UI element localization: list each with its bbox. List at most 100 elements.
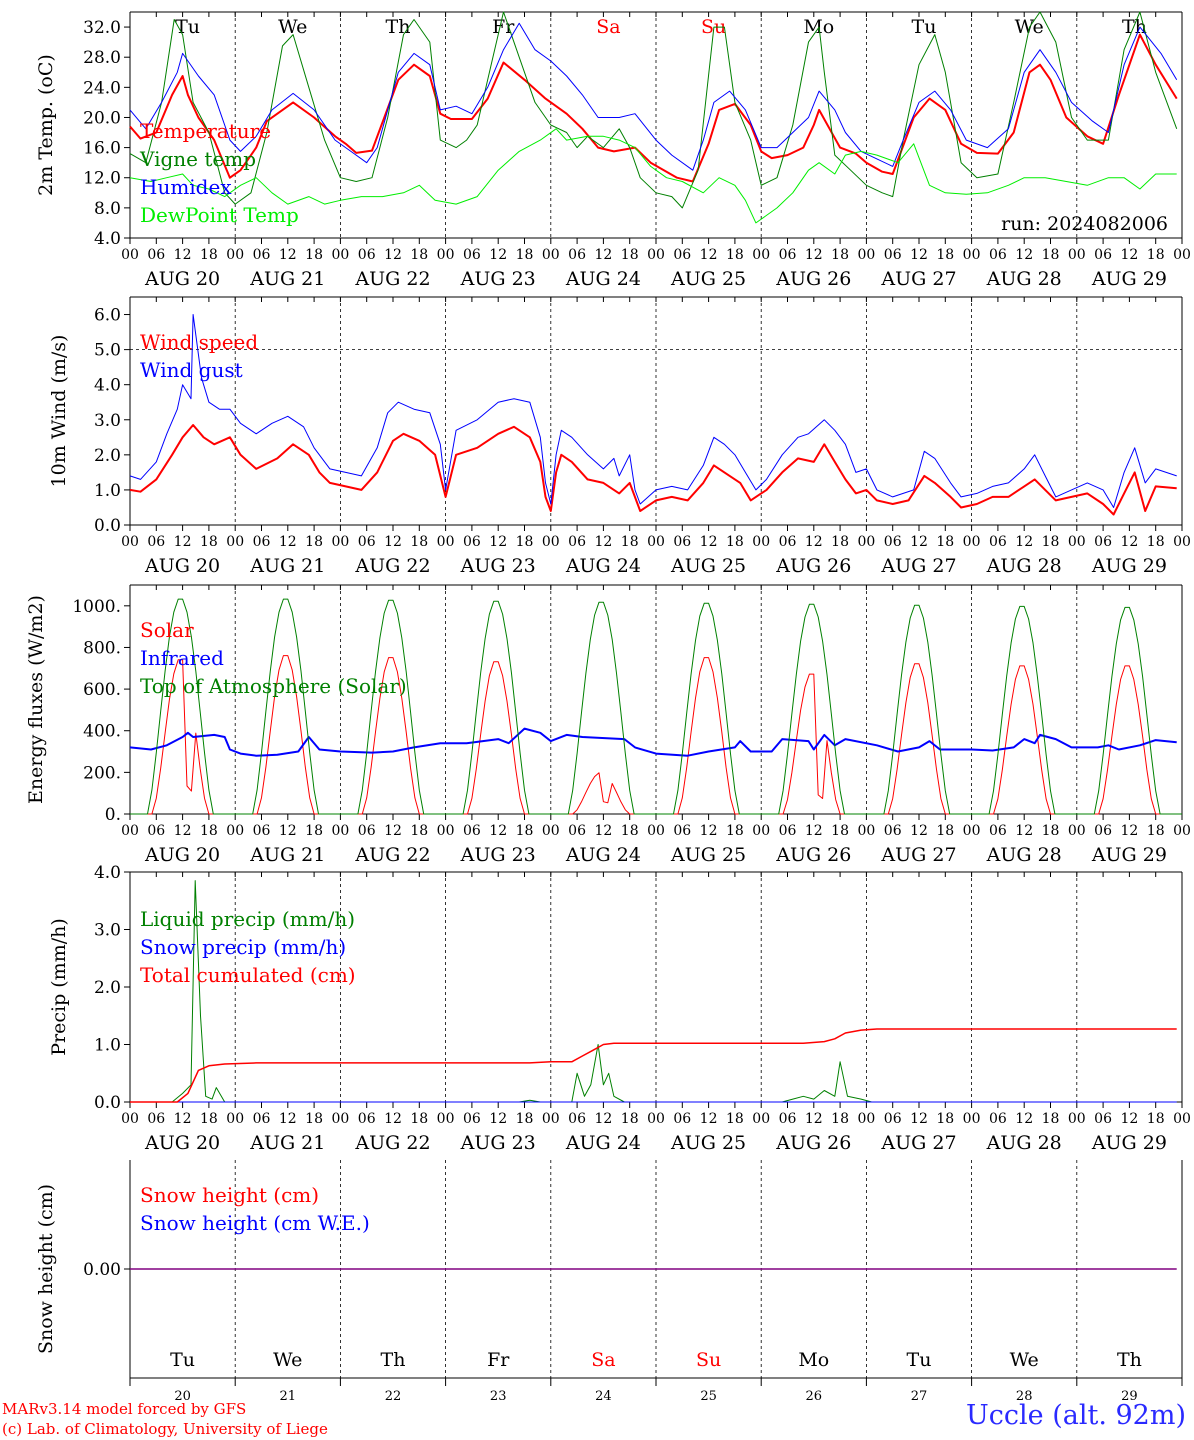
x-tick-label: 00 — [1173, 1111, 1191, 1127]
x-tick-label: 12 — [489, 823, 507, 839]
legend-entry: Humidex — [140, 175, 232, 199]
day-number-label: 28 — [1016, 1389, 1033, 1400]
legend-entry: Snow height (cm) — [140, 1183, 319, 1207]
x-tick-label: 00 — [437, 823, 455, 839]
y-axis-label: Snow height (cm) — [35, 1184, 57, 1354]
x-tick-label: 18 — [1147, 247, 1165, 263]
weekday-label: Tu — [912, 16, 937, 38]
x-tick-label: 06 — [463, 247, 481, 263]
x-tick-label: 00 — [857, 1111, 875, 1127]
x-tick-label: 12 — [279, 247, 297, 263]
x-tick-label: 06 — [989, 247, 1007, 263]
x-tick-label: 00 — [226, 823, 244, 839]
x-tick-label: 06 — [147, 534, 165, 550]
day-date-label: AUG 20 — [144, 268, 220, 290]
y-tick-label: 1.0 — [94, 481, 121, 501]
x-tick-label: 18 — [1147, 823, 1165, 839]
x-tick-label: 06 — [568, 247, 586, 263]
day-date-label: AUG 22 — [354, 844, 430, 866]
y-tick-label: 200. — [83, 763, 121, 783]
x-tick-label: 18 — [726, 1111, 744, 1127]
x-tick-label: 06 — [1094, 823, 1112, 839]
x-tick-label: 18 — [621, 534, 639, 550]
x-tick-label: 12 — [910, 1111, 928, 1127]
weekday-label: Mo — [798, 1349, 829, 1371]
x-tick-label: 12 — [700, 1111, 718, 1127]
x-tick-label: 00 — [857, 823, 875, 839]
x-tick-label: 00 — [1173, 247, 1191, 263]
day-date-label: AUG 24 — [565, 1132, 641, 1154]
y-axis-label: Precip (mm/h) — [48, 918, 70, 1056]
day-date-label: AUG 25 — [670, 268, 746, 290]
x-tick-label: 12 — [700, 534, 718, 550]
day-date-label: AUG 21 — [249, 844, 325, 866]
day-date-label: AUG 20 — [144, 555, 220, 577]
x-tick-label: 12 — [489, 247, 507, 263]
x-tick-label: 00 — [857, 247, 875, 263]
y-axis-label: Energy fluxes (W/m2) — [25, 595, 47, 804]
x-tick-label: 06 — [253, 534, 271, 550]
day-date-label: AUG 26 — [775, 844, 851, 866]
x-tick-label: 06 — [989, 1111, 1007, 1127]
day-date-label: AUG 29 — [1091, 268, 1167, 290]
y-tick-label: 20.0 — [83, 108, 121, 128]
day-date-label: AUG 20 — [144, 1132, 220, 1154]
x-tick-label: 18 — [305, 1111, 323, 1127]
day-date-label: AUG 29 — [1091, 1132, 1167, 1154]
weekday-label: Tu — [170, 1349, 195, 1371]
day-number-label: 23 — [490, 1389, 507, 1400]
x-tick-label: 00 — [226, 247, 244, 263]
x-tick-label: 00 — [752, 823, 770, 839]
x-tick-label: 18 — [621, 823, 639, 839]
x-tick-label: 12 — [279, 534, 297, 550]
day-date-label: AUG 20 — [144, 844, 220, 866]
y-tick-label: 0.00 — [83, 1260, 121, 1280]
day-date-label: AUG 21 — [249, 1132, 325, 1154]
day-date-label: AUG 27 — [880, 555, 956, 577]
x-tick-label: 06 — [884, 247, 902, 263]
x-tick-label: 06 — [884, 534, 902, 550]
x-tick-label: 12 — [1120, 247, 1138, 263]
day-number-label: 22 — [385, 1389, 402, 1400]
y-tick-label: 12.0 — [83, 169, 121, 189]
x-tick-label: 00 — [1068, 247, 1086, 263]
x-tick-label: 18 — [831, 534, 849, 550]
day-date-label: AUG 22 — [354, 555, 430, 577]
day-date-label: AUG 28 — [986, 555, 1062, 577]
weekday-label: Su — [696, 1349, 721, 1371]
day-date-label: AUG 24 — [565, 555, 641, 577]
x-tick-label: 18 — [831, 1111, 849, 1127]
x-tick-label: 12 — [384, 247, 402, 263]
x-tick-label: 12 — [279, 1111, 297, 1127]
run-label: run: 2024082006 — [1001, 213, 1168, 235]
weekday-label: We — [273, 1349, 302, 1371]
y-tick-label: 4.0 — [94, 376, 121, 396]
x-tick-label: 18 — [516, 534, 534, 550]
x-tick-label: 12 — [174, 247, 192, 263]
x-tick-label: 18 — [410, 534, 428, 550]
y-tick-label: 800. — [83, 638, 121, 658]
day-date-label: AUG 24 — [565, 844, 641, 866]
x-tick-label: 06 — [358, 1111, 376, 1127]
x-tick-label: 00 — [331, 247, 349, 263]
x-tick-label: 12 — [489, 534, 507, 550]
y-tick-label: 0.0 — [94, 1093, 121, 1113]
day-date-label: AUG 27 — [880, 268, 956, 290]
x-tick-label: 00 — [542, 1111, 560, 1127]
x-tick-label: 12 — [805, 823, 823, 839]
day-date-label: AUG 25 — [670, 555, 746, 577]
y-tick-label: 16.0 — [83, 139, 121, 159]
x-tick-label: 00 — [542, 534, 560, 550]
credit-line-1: MARv3.14 model forced by GFS — [2, 1400, 247, 1418]
day-number-label: 26 — [806, 1389, 823, 1400]
x-tick-label: 18 — [1147, 1111, 1165, 1127]
day-date-label: AUG 29 — [1091, 844, 1167, 866]
day-number-label: 20 — [174, 1389, 191, 1400]
weekday-label: Th — [381, 1349, 406, 1371]
x-tick-label: 12 — [174, 823, 192, 839]
legend-entry: Temperature — [140, 119, 271, 143]
day-date-label: AUG 29 — [1091, 555, 1167, 577]
x-tick-label: 12 — [594, 1111, 612, 1127]
legend-entry: Vigne temp — [139, 147, 256, 171]
x-tick-label: 00 — [121, 247, 139, 263]
